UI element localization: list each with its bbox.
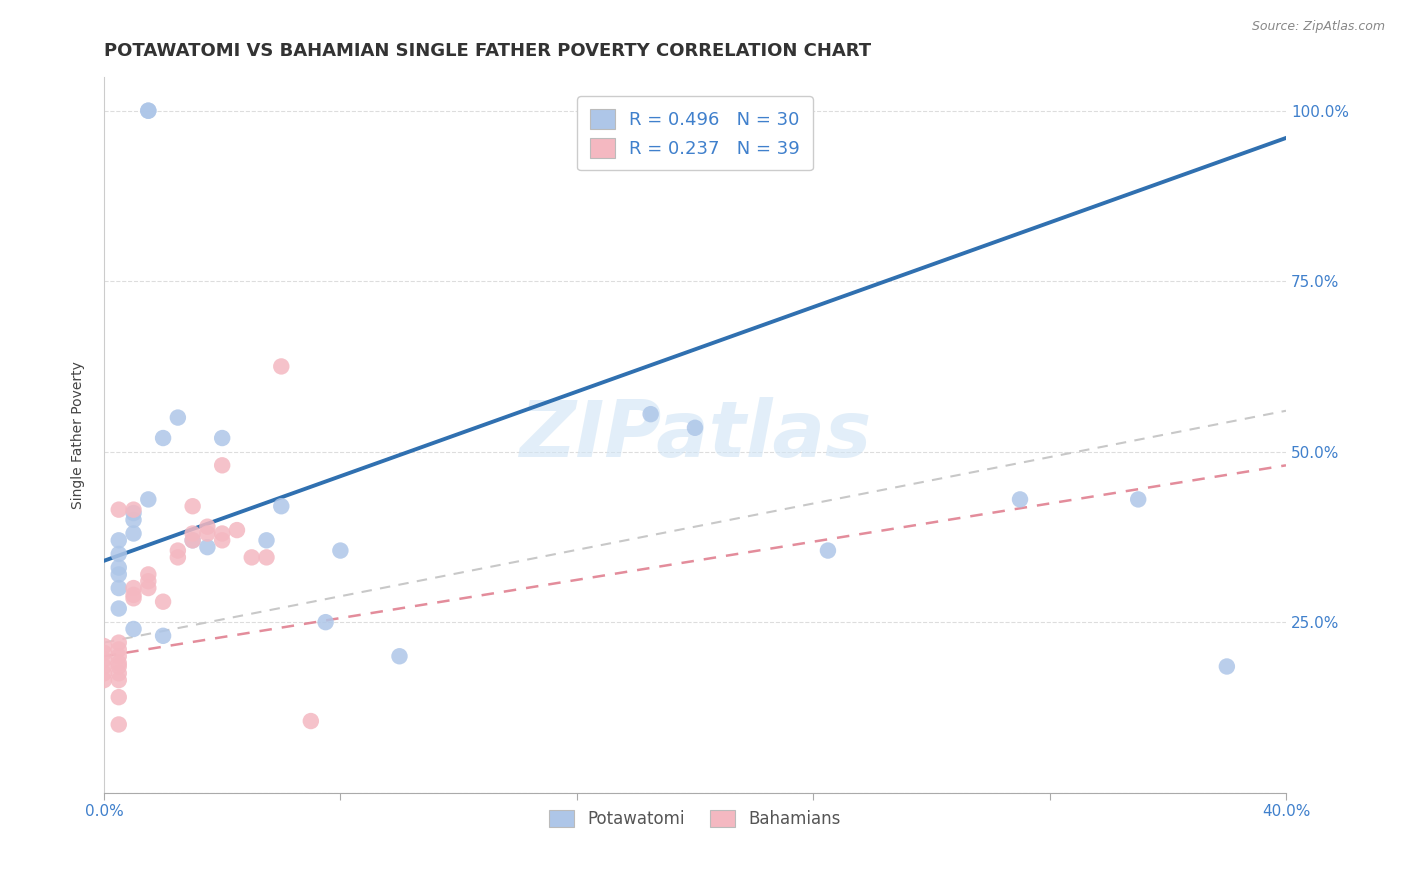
Point <box>197 540 219 554</box>
Point <box>136 581 159 595</box>
Point <box>136 103 159 118</box>
Point <box>122 526 145 541</box>
Point <box>107 656 129 670</box>
Point <box>211 458 233 473</box>
Text: ZIPatlas: ZIPatlas <box>519 397 872 473</box>
Point <box>136 492 159 507</box>
Point <box>683 421 706 435</box>
Point <box>329 543 352 558</box>
Point <box>107 673 129 687</box>
Point <box>107 659 129 673</box>
Point <box>152 595 174 609</box>
Point <box>136 567 159 582</box>
Point <box>107 560 129 574</box>
Point <box>136 103 159 118</box>
Point <box>817 543 839 558</box>
Point <box>256 550 278 565</box>
Point <box>107 567 129 582</box>
Point <box>211 533 233 548</box>
Point <box>211 526 233 541</box>
Point <box>122 622 145 636</box>
Legend: Potawatomi, Bahamians: Potawatomi, Bahamians <box>543 803 848 834</box>
Point <box>93 666 115 681</box>
Point <box>122 591 145 606</box>
Point <box>226 523 249 537</box>
Point <box>152 431 174 445</box>
Point <box>122 588 145 602</box>
Point <box>256 533 278 548</box>
Point <box>197 526 219 541</box>
Point <box>107 717 129 731</box>
Point <box>107 635 129 649</box>
Point <box>107 533 129 548</box>
Point <box>93 653 115 667</box>
Point <box>152 629 174 643</box>
Point <box>107 649 129 664</box>
Point <box>181 533 204 548</box>
Point <box>93 659 115 673</box>
Point <box>167 550 190 565</box>
Point <box>211 431 233 445</box>
Point <box>107 502 129 516</box>
Point <box>181 500 204 514</box>
Y-axis label: Single Father Poverty: Single Father Poverty <box>72 360 86 508</box>
Point <box>299 714 322 728</box>
Point <box>107 601 129 615</box>
Point <box>122 513 145 527</box>
Point <box>167 543 190 558</box>
Point <box>93 646 115 660</box>
Point <box>167 410 190 425</box>
Point <box>315 615 337 629</box>
Point <box>181 533 204 548</box>
Point <box>197 519 219 533</box>
Text: Source: ZipAtlas.com: Source: ZipAtlas.com <box>1251 20 1385 33</box>
Point <box>136 574 159 589</box>
Point <box>1216 659 1239 673</box>
Point <box>122 502 145 516</box>
Point <box>107 690 129 705</box>
Point <box>1008 492 1031 507</box>
Point <box>107 581 129 595</box>
Point <box>107 642 129 657</box>
Point <box>270 359 292 374</box>
Point <box>107 547 129 561</box>
Point <box>240 550 263 565</box>
Point <box>93 673 115 687</box>
Point <box>388 649 411 664</box>
Point <box>640 407 662 421</box>
Point <box>122 581 145 595</box>
Point <box>270 500 292 514</box>
Point <box>122 506 145 520</box>
Point <box>1128 492 1150 507</box>
Text: POTAWATOMI VS BAHAMIAN SINGLE FATHER POVERTY CORRELATION CHART: POTAWATOMI VS BAHAMIAN SINGLE FATHER POV… <box>104 42 872 60</box>
Point <box>93 639 115 653</box>
Point <box>107 666 129 681</box>
Point <box>181 526 204 541</box>
